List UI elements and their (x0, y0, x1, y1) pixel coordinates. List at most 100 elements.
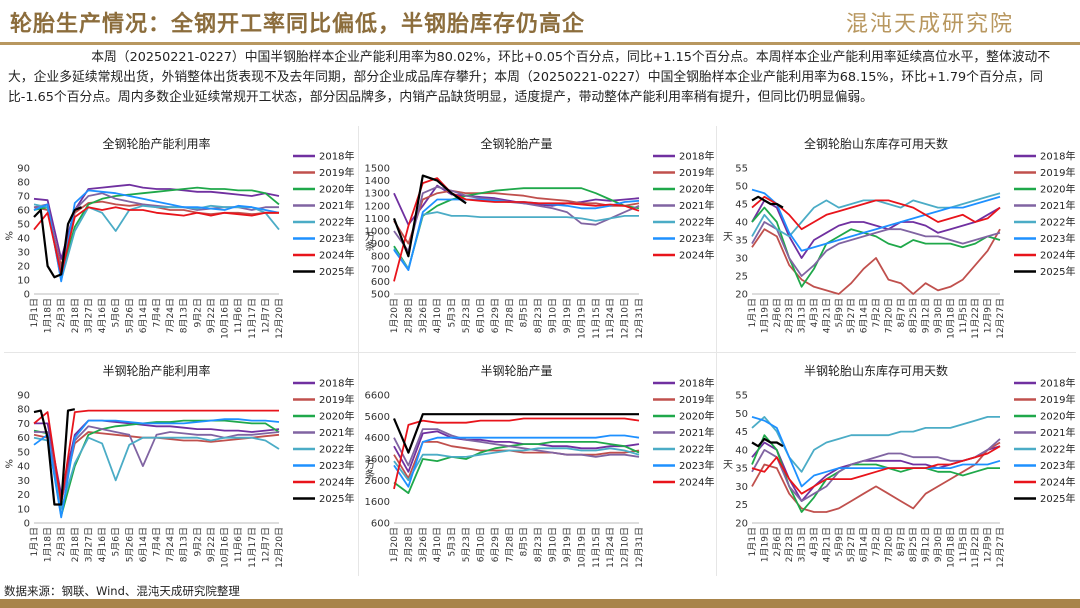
y-tick-label: 1000 (365, 227, 390, 238)
x-tick-label: 9月19日 (562, 298, 573, 333)
x-tick-label: 11月22日 (970, 298, 981, 339)
x-tick-label: 11月22日 (970, 527, 981, 568)
x-tick-label: 9月2日 (192, 298, 203, 327)
legend-label: 2020年 (679, 183, 714, 196)
x-tick-label: 10月16日 (220, 298, 231, 339)
y-tick-label: 55 (735, 164, 748, 175)
x-tick-label: 5月3日 (447, 298, 458, 327)
y-tick-label: 55 (735, 391, 748, 402)
y-tick-label: 20 (17, 262, 30, 273)
x-tick-label: 8月25日 (908, 527, 919, 562)
series-line-2025年 (392, 413, 639, 454)
x-tick-label: 10月18日 (945, 527, 956, 568)
y-tick-label: 25 (735, 500, 748, 511)
x-tick-label: 3月26日 (418, 298, 429, 333)
series-line-2023年 (33, 418, 280, 519)
legend-label: 2019年 (1040, 166, 1075, 179)
legend-label: 2018年 (679, 377, 714, 390)
series-line-2021年 (751, 438, 1001, 503)
y-tick-label: 4600 (365, 433, 390, 444)
x-tick-label: 8月23日 (533, 298, 544, 333)
x-tick-label: 12月7日 (260, 527, 271, 562)
x-tick-label: 12月27日 (995, 527, 1006, 568)
legend-label: 2020年 (319, 410, 354, 423)
chart-panel-4: 半钢轮胎产能利用率 0 10 20 30 40 50 60 70 80 90% 1月1日 1月18日 2月… (0, 353, 355, 581)
x-tick-label: 9月12日 (921, 298, 932, 333)
legend-label: 2021年 (679, 199, 714, 212)
chart-panel-5: 半钢轮胎产量 600 1600 2600 3600 4600 5600 6600 万条 1月20日… (360, 353, 715, 581)
x-tick-label: 9月10日 (548, 298, 559, 333)
legend-label: 2023年 (1040, 459, 1075, 472)
series-line-2025年 (33, 206, 83, 279)
y-tick-label: 30 (735, 254, 748, 265)
series-line-2023年 (751, 416, 1001, 488)
series-line-2024年 (33, 409, 279, 505)
y-tick-label: 50 (17, 220, 30, 231)
x-tick-label: 10月19日 (576, 527, 587, 568)
series-line-2018年 (751, 199, 1001, 259)
series-line-2018年 (34, 419, 280, 496)
legend-label: 2018年 (1040, 377, 1075, 390)
y-axis-label: 万条 (363, 459, 375, 479)
legend-label: 2023年 (679, 232, 714, 245)
slide-title: 轮胎生产情况：全钢开工率同比偏低，半钢胎库存仍高企 (10, 12, 586, 37)
series-line-2023年 (33, 189, 280, 283)
legend-label: 2021年 (1040, 426, 1075, 439)
grid-divider-vertical-2 (716, 126, 717, 576)
legend-label: 2020年 (319, 183, 354, 196)
x-tick-label: 12月9日 (983, 527, 994, 562)
x-tick-label: 1月1日 (747, 298, 758, 327)
series-line-2021年 (751, 221, 1001, 277)
x-tick-label: 5月3日 (447, 527, 458, 556)
series-line-2019年 (393, 441, 640, 480)
legend-label: 2020年 (1040, 183, 1075, 196)
legend-label: 2019年 (1040, 393, 1075, 406)
y-tick-label: 50 (735, 182, 748, 193)
y-tick-label: 90 (17, 164, 30, 175)
x-tick-label: 1月20日 (389, 527, 400, 562)
x-tick-label: 11月24日 (605, 527, 616, 568)
y-tick-label: 1400 (365, 176, 390, 187)
y-tick-label: 40 (735, 445, 748, 456)
y-axis-label: 天 (721, 231, 733, 242)
legend-label: 2022年 (319, 443, 354, 456)
chart-title: 全钢轮胎产量 (480, 136, 552, 151)
x-tick-label: 5月6日 (111, 298, 122, 327)
y-tick-label: 60 (17, 206, 30, 217)
x-tick-label: 1月19日 (759, 527, 770, 562)
chart-title: 全钢轮胎山东库存可用天数 (804, 136, 948, 151)
legend-label: 2020年 (1040, 410, 1075, 423)
legend-label: 2022年 (679, 216, 714, 229)
y-tick-label: 600 (371, 519, 390, 530)
x-tick-label: 9月2日 (192, 527, 203, 556)
series-line-2021年 (393, 428, 640, 467)
x-tick-label: 2月3日 (56, 527, 67, 556)
x-tick-label: 10月18日 (945, 298, 956, 339)
x-tick-label: 1月1日 (29, 527, 40, 556)
y-tick-label: 600 (371, 277, 390, 288)
x-tick-label: 11月6日 (233, 527, 244, 562)
chart-semisteel-output: 半钢轮胎产量 600 1600 2600 3600 4600 5600 6600 万条 1月20日… (363, 364, 715, 568)
legend-label: 2023年 (319, 459, 354, 472)
series-line-2020年 (751, 434, 1000, 513)
legend-label: 2022年 (1040, 216, 1075, 229)
y-tick-label: 0 (24, 290, 30, 301)
y-tick-label: 45 (735, 200, 748, 211)
legend-label: 2025年 (1040, 492, 1075, 505)
y-axis-label: % (3, 231, 14, 241)
x-tick-label: 8月5日 (519, 298, 530, 327)
y-tick-label: 20 (735, 519, 748, 530)
x-tick-label: 4月16日 (97, 527, 108, 562)
y-tick-label: 20 (17, 490, 30, 501)
x-tick-label: 12月7日 (260, 298, 271, 333)
x-tick-label: 11月5日 (958, 298, 969, 333)
series-line-2020年 (393, 441, 640, 495)
legend-label: 2020年 (679, 410, 714, 423)
legend-label: 2024年 (1040, 249, 1075, 262)
brand-logo-text: 混沌天成研究院 (846, 12, 1015, 37)
footer-rule (0, 599, 1080, 608)
y-tick-label: 30 (17, 248, 30, 259)
x-tick-label: 7月2日 (871, 527, 882, 556)
